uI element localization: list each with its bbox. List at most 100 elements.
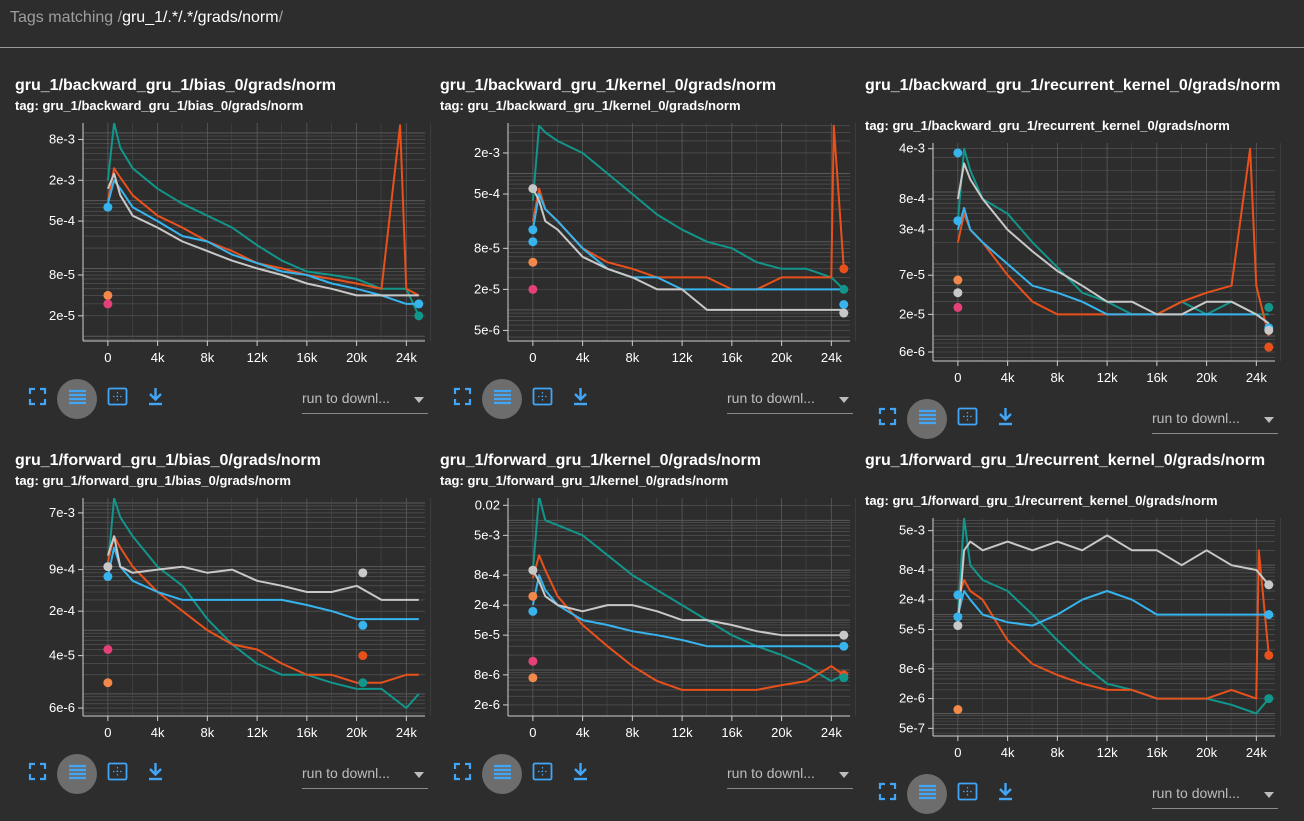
series-line[interactable] <box>531 124 845 291</box>
fit-domain-button[interactable] <box>97 379 137 419</box>
x-tick-label: 20k <box>346 725 367 740</box>
line-chart[interactable]: 4e-3 8e-4 3e-4 7e-5 2e-5 6e-6 0 4k 8k 12k 16k 20k 24… <box>865 138 1285 393</box>
series-line[interactable] <box>956 207 1270 325</box>
y-tick-label: 2e-6 <box>474 697 500 712</box>
series-end-marker <box>839 300 849 310</box>
fullscreen-icon <box>27 386 48 412</box>
download-button[interactable] <box>985 774 1025 814</box>
series-end-marker <box>839 630 849 640</box>
y-tick-label: 8e-6 <box>474 667 500 682</box>
fit-domain-button[interactable] <box>947 399 987 439</box>
series-line[interactable] <box>106 123 420 317</box>
series-end-marker <box>953 302 963 312</box>
run-download-select[interactable]: run to downl... <box>302 760 428 789</box>
series-group <box>953 147 1274 352</box>
fit-domain-button[interactable] <box>522 754 562 794</box>
expand-button[interactable] <box>867 774 907 814</box>
series-line[interactable] <box>106 546 419 621</box>
series-line[interactable] <box>532 569 844 637</box>
run-select-label: run to downl... <box>1152 785 1240 801</box>
tag-filter-input[interactable]: gru_1/.*/.*/grads/norm <box>122 9 279 26</box>
grid <box>508 498 857 716</box>
expand-button[interactable] <box>442 379 482 419</box>
series-line[interactable] <box>106 535 419 601</box>
series-line[interactable] <box>106 179 419 305</box>
series-line[interactable] <box>956 162 1270 325</box>
log-scale-button[interactable] <box>907 774 947 814</box>
expand-button[interactable] <box>867 399 907 439</box>
fullscreen-icon <box>877 406 898 432</box>
card-tag: tag: gru_1/forward_gru_1/recurrent_kerne… <box>865 493 1218 508</box>
line-chart[interactable]: 5e-3 8e-4 2e-4 5e-5 8e-6 2e-6 5e-7 0 4k 8k 12k 16k 2… <box>865 513 1285 768</box>
download-button[interactable] <box>135 379 175 419</box>
series-line[interactable] <box>956 518 1270 715</box>
series-end-marker <box>953 705 963 715</box>
series-line[interactable] <box>106 172 419 297</box>
series-line[interactable] <box>956 590 1269 627</box>
series-line[interactable] <box>532 188 844 311</box>
y-tick-label: 2e-4 <box>474 597 500 612</box>
series-end-marker <box>839 284 849 294</box>
fit-domain-icon <box>957 406 978 432</box>
x-tick-label: 0 <box>529 350 536 365</box>
x-tick-label: 4k <box>576 725 590 740</box>
x-tick-label: 24k <box>1246 745 1267 760</box>
y-tick-label: 5e-4 <box>474 186 500 201</box>
series-line[interactable] <box>956 147 1269 316</box>
series-line[interactable] <box>956 534 1270 626</box>
run-download-select[interactable]: run to downl... <box>1152 780 1278 809</box>
x-tick-label: 0 <box>954 370 961 385</box>
series-end-marker <box>103 678 113 688</box>
log-scale-button[interactable] <box>57 754 97 794</box>
expand-button[interactable] <box>442 754 482 794</box>
series-line[interactable] <box>531 124 845 291</box>
run-select-label: run to downl... <box>1152 410 1240 426</box>
series-end-marker <box>358 651 368 661</box>
fit-domain-button[interactable] <box>947 774 987 814</box>
expand-button[interactable] <box>17 754 57 794</box>
y-tick-label: 6e-6 <box>899 344 925 359</box>
x-tick-label: 12k <box>672 725 693 740</box>
y-tick-label: 8e-6 <box>899 661 925 676</box>
y-tick-label: 4e-3 <box>899 141 925 156</box>
download-button[interactable] <box>985 399 1025 439</box>
series-line[interactable] <box>531 193 844 291</box>
run-download-select[interactable]: run to downl... <box>1152 405 1278 434</box>
log-scale-button[interactable] <box>482 379 522 419</box>
log-scale-button[interactable] <box>482 754 522 794</box>
run-download-select[interactable]: run to downl... <box>727 385 853 414</box>
log-scale-button[interactable] <box>907 399 947 439</box>
fit-domain-button[interactable] <box>522 379 562 419</box>
tag-filter-bar[interactable]: Tags matching /gru_1/.*/.*/grads/norm/ <box>0 0 1304 48</box>
line-chart[interactable]: 2e-3 5e-4 8e-5 2e-5 5e-6 0 4k 8k 12k 16k 20k 24k <box>440 118 860 373</box>
card-title: gru_1/backward_gru_1/bias_0/grads/norm <box>15 77 337 94</box>
run-select-label: run to downl... <box>302 390 390 406</box>
series-end-marker <box>103 572 113 582</box>
series-line[interactable] <box>531 554 845 691</box>
series-line[interactable] <box>106 498 420 709</box>
line-chart[interactable]: 0.02 5e-3 8e-4 2e-4 5e-5 8e-6 2e-6 0 4k 8k 12k 16k 2… <box>440 493 860 748</box>
card-title: gru_1/forward_gru_1/kernel_0/grads/norm <box>440 452 761 469</box>
x-tick-label: 16k <box>296 725 317 740</box>
chevron-down-icon <box>1264 792 1274 798</box>
x-tick-label: 12k <box>1097 745 1118 760</box>
expand-button[interactable] <box>17 379 57 419</box>
download-button[interactable] <box>135 754 175 794</box>
download-button[interactable] <box>560 379 600 419</box>
line-chart[interactable]: 8e-3 2e-3 5e-4 8e-5 2e-5 0 4k 8k 12k 16k 20k 24k <box>15 118 435 373</box>
x-tick-label: 16k <box>296 350 317 365</box>
x-tick-label: 4k <box>151 350 165 365</box>
run-download-select[interactable]: run to downl... <box>302 385 428 414</box>
download-button[interactable] <box>560 754 600 794</box>
log-scale-button[interactable] <box>57 379 97 419</box>
series-line[interactable] <box>956 549 1270 700</box>
y-tick-label: 7e-5 <box>899 267 925 282</box>
series-line[interactable] <box>106 535 419 684</box>
run-download-select[interactable]: run to downl... <box>727 760 853 789</box>
y-tick-label: 5e-5 <box>899 621 925 636</box>
series-line[interactable] <box>531 497 845 683</box>
fit-domain-button[interactable] <box>97 754 137 794</box>
line-chart[interactable]: 7e-3 9e-4 2e-4 4e-5 6e-6 0 4k 8k 12k 16k 20k 24k <box>15 493 435 748</box>
series-line[interactable] <box>531 574 844 648</box>
series-end-marker <box>358 678 368 688</box>
